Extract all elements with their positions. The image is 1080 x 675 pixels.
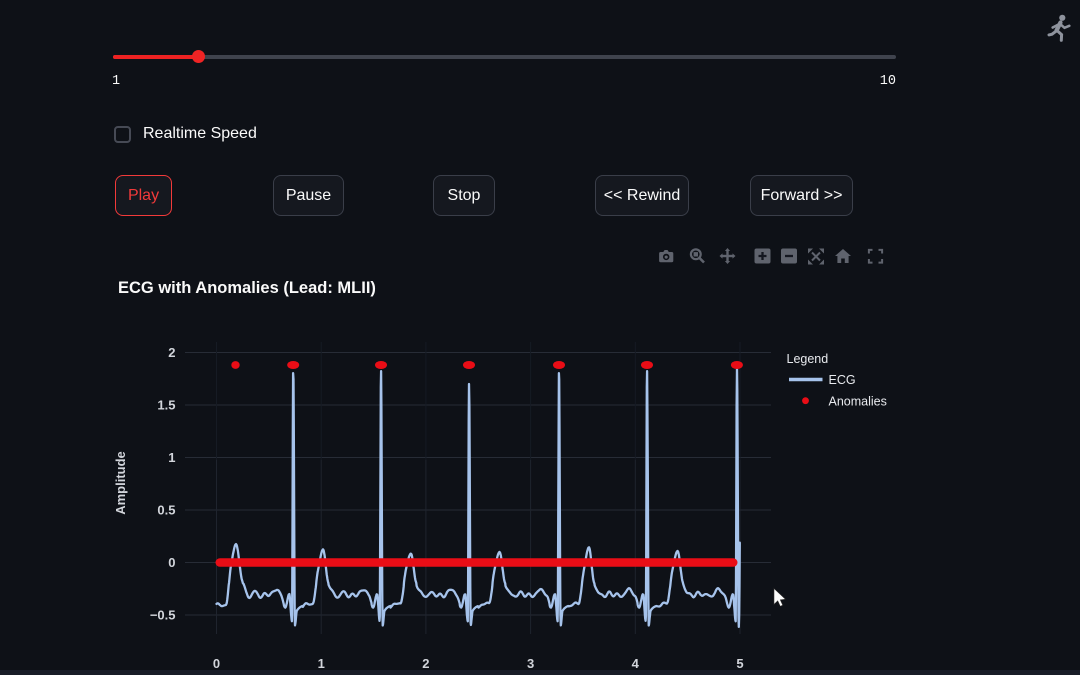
svg-text:2: 2 [422, 656, 429, 671]
svg-text:ECG with Anomalies (Lead: MLII: ECG with Anomalies (Lead: MLII) [118, 279, 376, 297]
svg-text:1.5: 1.5 [157, 397, 175, 412]
svg-text:Legend: Legend [787, 352, 829, 366]
svg-text:2: 2 [168, 345, 175, 360]
svg-text:0.5: 0.5 [157, 502, 175, 517]
svg-text:1: 1 [318, 656, 325, 671]
svg-text:Amplitude: Amplitude [113, 451, 128, 515]
svg-text:4: 4 [632, 656, 640, 671]
svg-text:−0.5: −0.5 [150, 607, 176, 622]
svg-text:1: 1 [168, 450, 175, 465]
svg-text:Anomalies: Anomalies [829, 395, 887, 409]
svg-text:0: 0 [168, 555, 175, 570]
svg-text:5: 5 [736, 656, 743, 671]
svg-text:0: 0 [213, 656, 220, 671]
svg-text:3: 3 [527, 656, 534, 671]
svg-text:ECG: ECG [829, 373, 856, 387]
